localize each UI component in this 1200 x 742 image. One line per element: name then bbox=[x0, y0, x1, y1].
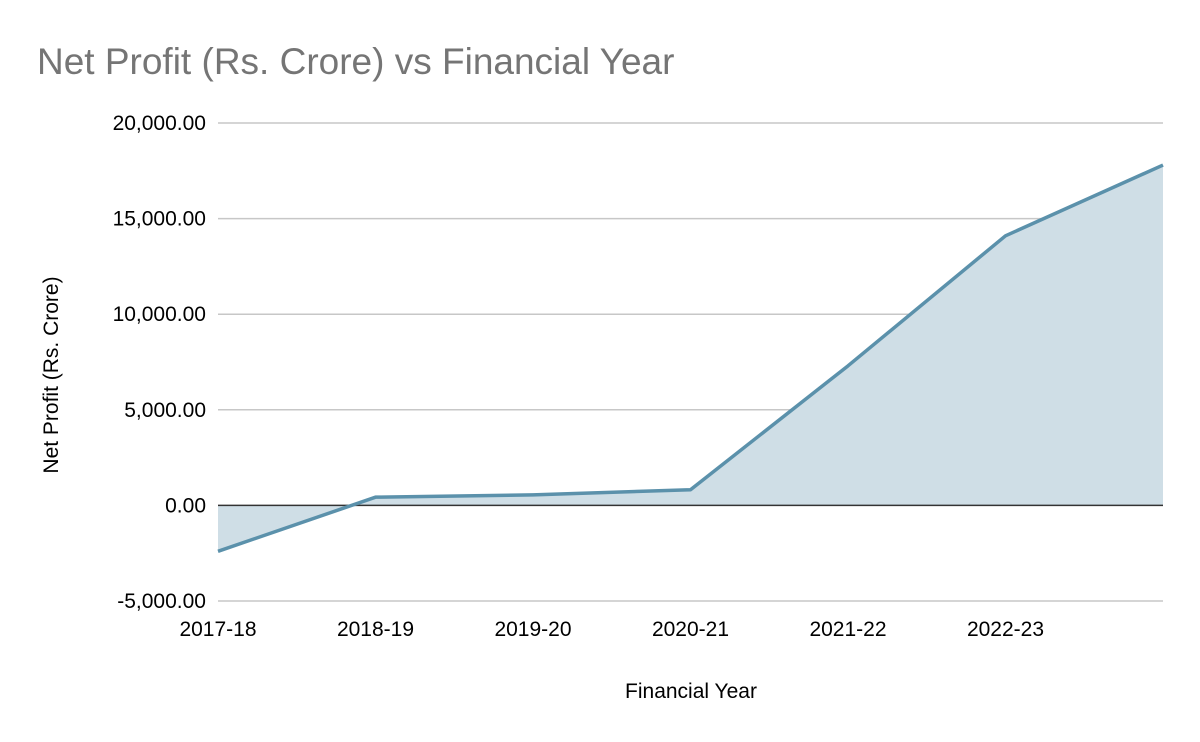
y-axis-label: Net Profit (Rs. Crore) bbox=[40, 276, 63, 473]
y-tick-label: 0.00 bbox=[165, 494, 206, 517]
x-tick-label: 2020-21 bbox=[652, 618, 729, 641]
chart-title: Net Profit (Rs. Crore) vs Financial Year bbox=[37, 41, 674, 82]
y-tick-label: -5,000.00 bbox=[117, 590, 206, 613]
x-tick-label: 2018-19 bbox=[337, 618, 414, 641]
y-axis-ticks: -5,000.00 0.00 5,000.00 10,000.00 15,000.00 2… bbox=[113, 112, 206, 613]
x-tick-label: 2022-23 bbox=[967, 618, 1044, 641]
x-tick-label: 2019-20 bbox=[494, 618, 571, 641]
x-axis-label: Financial Year bbox=[625, 680, 757, 703]
area-fill bbox=[218, 165, 1163, 552]
y-tick-label: 20,000.00 bbox=[113, 112, 206, 135]
y-tick-label: 15,000.00 bbox=[113, 208, 206, 231]
x-tick-label: 2021-22 bbox=[809, 618, 886, 641]
y-tick-label: 5,000.00 bbox=[124, 399, 206, 422]
y-tick-label: 10,000.00 bbox=[113, 303, 206, 326]
x-axis-ticks: 2017-18 2018-19 2019-20 2020-21 2021-22 2022-… bbox=[179, 618, 1044, 641]
x-tick-label: 2017-18 bbox=[179, 618, 256, 641]
area-series bbox=[217, 163, 1164, 553]
